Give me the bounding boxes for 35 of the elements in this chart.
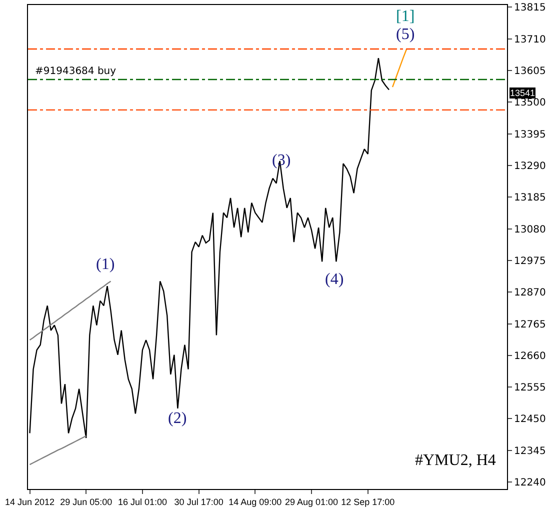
y-tick-label: 13395 <box>514 129 546 140</box>
annotation: (3) <box>272 152 291 169</box>
x-tick-label: 14 Aug 09:00 <box>228 496 282 507</box>
y-tick-label: 13605 <box>514 66 546 77</box>
text: 13541 <box>510 88 536 98</box>
y-tick-label: 12240 <box>514 478 546 489</box>
annotation: #YMU2, H4 <box>415 452 496 469</box>
x-tick-label: 30 Jul 17:00 <box>174 496 224 507</box>
annotation: (1) <box>96 256 115 273</box>
y-tick-label: 12450 <box>514 414 546 426</box>
y-tick-label: 12765 <box>514 319 546 330</box>
x-tick-label: 29 Aug 01:00 <box>285 496 338 507</box>
annotation: [1] <box>396 8 415 25</box>
annotation: (2) <box>168 410 187 427</box>
y-tick-label: 12975 <box>514 256 546 267</box>
x-tick-label: 14 Jun 2012 <box>4 496 55 507</box>
line-series <box>392 48 408 88</box>
y-tick-label: 13185 <box>514 192 546 204</box>
x-tick-label: 29 Jun 05:00 <box>60 496 112 507</box>
y-tick-label: 13710 <box>514 34 546 46</box>
x-tick-label: 16 Jul 01:00 <box>118 496 167 507</box>
line-series <box>29 280 112 341</box>
ref-line-label: #91943684 buy <box>35 66 116 77</box>
annotation: (5) <box>396 26 415 43</box>
x-tick-label: 12 Sep 17:00 <box>341 496 395 507</box>
y-tick-label: 12660 <box>514 350 546 362</box>
y-tick-label: 13290 <box>514 160 546 172</box>
y-tick-label: 13815 <box>514 2 546 14</box>
annotation: (4) <box>325 271 344 288</box>
y-tick-label: 13080 <box>514 224 546 236</box>
y-tick-label: 13500 <box>514 98 546 109</box>
line-series <box>29 435 87 466</box>
y-tick-label: 12870 <box>514 288 546 299</box>
y-tick-label: 12555 <box>514 382 546 394</box>
y-tick-label: 12345 <box>514 446 546 457</box>
